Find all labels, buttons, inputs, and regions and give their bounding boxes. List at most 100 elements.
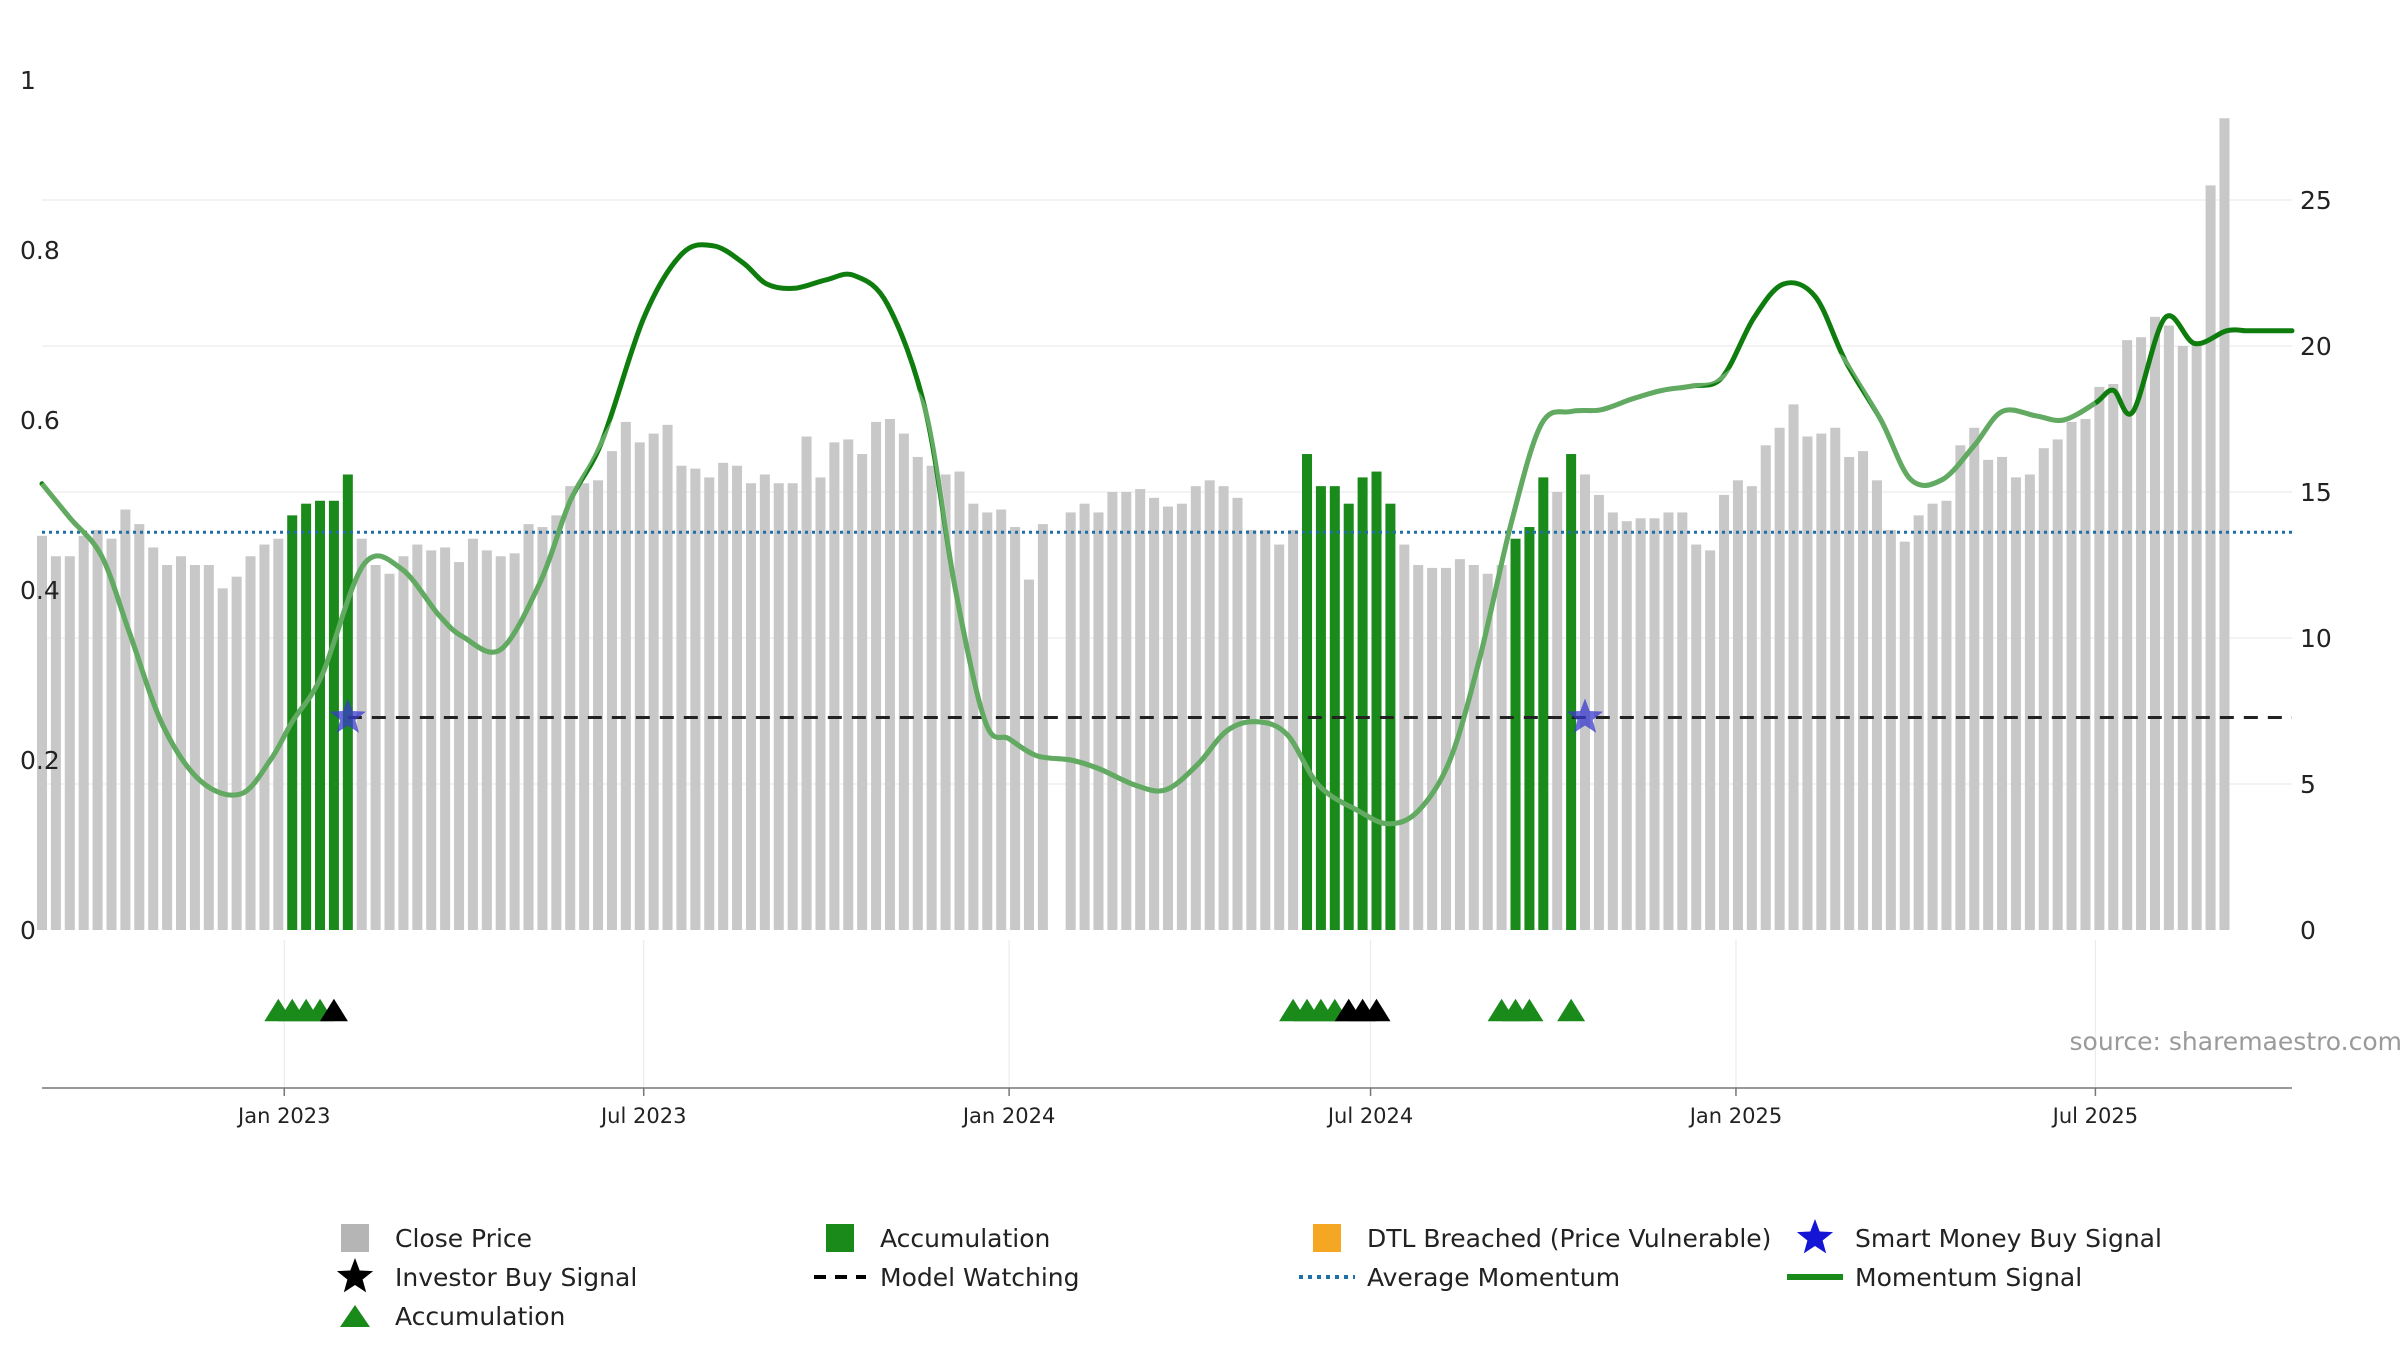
x-tick-label: Jan 2023 <box>236 1104 331 1128</box>
price-bar <box>704 477 715 930</box>
price-bar <box>732 465 743 930</box>
accumulation-bar <box>1371 471 1382 930</box>
price-bar <box>912 456 923 930</box>
price-bar <box>579 483 590 930</box>
price-bar <box>523 524 534 930</box>
price-bar <box>662 424 673 930</box>
price-bar <box>648 433 659 930</box>
left-tick-label: 0.8 <box>20 236 60 265</box>
price-bar <box>1399 544 1410 930</box>
x-tick-label: Jul 2023 <box>599 1104 686 1128</box>
legend-label: Close Price <box>395 1224 532 1253</box>
price-bar <box>231 576 242 930</box>
accumulation-bar <box>1329 486 1340 930</box>
price-bar <box>1871 480 1882 930</box>
legend-swatch <box>1313 1224 1341 1252</box>
accumulation-bar <box>1524 527 1535 930</box>
price-bar <box>481 550 492 930</box>
price-bar <box>2094 386 2105 930</box>
price-bar <box>509 553 520 930</box>
legend-swatch <box>826 1224 854 1252</box>
price-bar <box>162 565 173 930</box>
price-bar <box>1844 456 1855 930</box>
price-bar <box>1093 512 1104 930</box>
price-bar <box>787 483 798 930</box>
x-tick-label: Jan 2025 <box>1688 1104 1783 1128</box>
price-bar <box>217 588 228 930</box>
price-bar <box>1079 503 1090 930</box>
price-bar <box>871 421 882 930</box>
price-bar <box>259 544 270 930</box>
x-tick-label: Jan 2024 <box>961 1104 1056 1128</box>
price-bar <box>718 462 729 930</box>
price-bar <box>1232 497 1243 930</box>
price-bar <box>1218 486 1229 930</box>
price-bar <box>440 547 451 930</box>
x-axis: Jan 2023 Jul 2023 Jan 2024 Jul 2024 Jan 2025… <box>42 1087 2292 1128</box>
price-bar <box>1719 494 1730 930</box>
price-bar <box>203 565 214 930</box>
price-bar <box>1830 427 1841 930</box>
price-bar <box>1941 500 1952 930</box>
price-bar <box>2219 118 2230 931</box>
accumulation-bar <box>1538 477 1549 930</box>
price-bar <box>1635 518 1646 930</box>
price-bar <box>1482 573 1493 930</box>
source-note: source: sharemaestro.com <box>2070 1027 2400 1056</box>
accumulation-bar <box>1566 454 1577 930</box>
legend-label: Model Watching <box>880 1263 1080 1292</box>
price-bar <box>78 535 89 930</box>
price-bar <box>384 573 395 930</box>
price-bar <box>1802 436 1813 930</box>
price-bar <box>398 556 409 930</box>
accumulation-bar <box>328 500 339 930</box>
price-bar <box>1288 529 1299 930</box>
price-bar <box>64 556 75 930</box>
price-bar <box>593 480 604 930</box>
price-bar <box>1969 427 1980 930</box>
price-bar <box>1885 529 1896 930</box>
price-bar <box>1955 445 1966 930</box>
price-bar <box>2052 439 2063 930</box>
smart-money-star <box>329 698 366 733</box>
investor-buy-marker <box>319 998 348 1022</box>
price-bar <box>1176 503 1187 930</box>
legend-swatch <box>341 1224 369 1252</box>
price-bar <box>2205 185 2216 930</box>
price-bar <box>1204 480 1215 930</box>
price-bar <box>1552 492 1563 930</box>
right-tick-label: 10 <box>2300 624 2332 653</box>
momentum-line <box>39 242 2295 827</box>
legend-label: Momentum Signal <box>1855 1263 2082 1292</box>
price-bar <box>120 509 131 930</box>
legend-label: DTL Breached (Price Vulnerable) <box>1367 1224 1771 1253</box>
price-bar <box>106 538 117 930</box>
accumulation-bar <box>1510 538 1521 930</box>
investor-buy-marker <box>1362 998 1391 1022</box>
price-bar <box>1816 433 1827 930</box>
price-bar <box>148 547 159 930</box>
price-bar <box>1858 451 1869 930</box>
price-bar <box>1274 544 1285 930</box>
legend-label: Accumulation <box>395 1302 565 1331</box>
right-tick-label: 0 <box>2300 916 2316 945</box>
price-bar <box>2177 346 2188 930</box>
price-bar <box>1121 492 1132 930</box>
accumulation-bar <box>1302 454 1313 930</box>
price-bar <box>134 524 145 930</box>
smart-money-star <box>1567 698 1604 733</box>
close-price-bars <box>36 118 2230 931</box>
accumulation-marker <box>1557 998 1586 1022</box>
price-bar <box>2108 383 2119 931</box>
price-bar <box>954 471 965 930</box>
legend-label: Smart Money Buy Signal <box>1855 1224 2162 1253</box>
price-bar <box>1913 515 1924 930</box>
price-bar <box>1997 456 2008 930</box>
price-bar <box>690 468 701 930</box>
momentum-band-line <box>40 352 2097 827</box>
price-bar <box>1260 529 1271 930</box>
price-bar <box>606 451 617 930</box>
accumulation-marker <box>1515 998 1544 1022</box>
price-bar <box>370 565 381 930</box>
